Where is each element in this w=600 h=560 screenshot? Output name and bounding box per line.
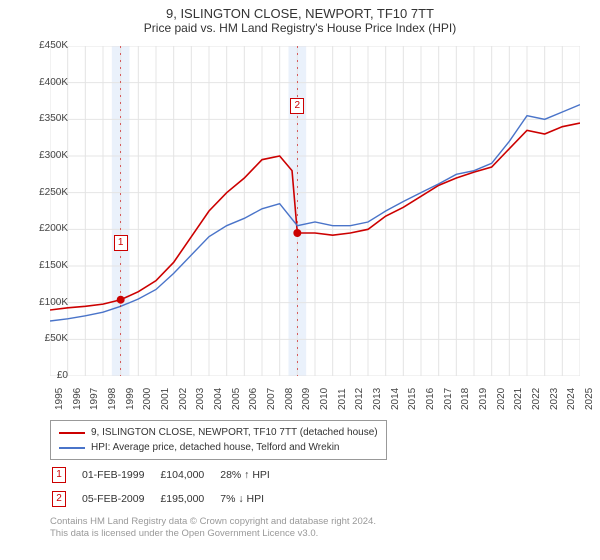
legend-item: 9, ISLINGTON CLOSE, NEWPORT, TF10 7TT (d…: [59, 425, 378, 440]
x-axis-tick-label: 2000: [142, 388, 153, 410]
x-axis-tick-label: 2013: [372, 388, 383, 410]
x-axis-tick-label: 2017: [443, 388, 454, 410]
x-axis-tick-label: 1996: [72, 388, 83, 410]
x-axis-tick-label: 2012: [354, 388, 365, 410]
txn-price: £195,000: [160, 488, 218, 510]
x-axis-tick-label: 2022: [531, 388, 542, 410]
x-axis-tick-label: 2006: [248, 388, 259, 410]
chart-marker-badge: 1: [114, 235, 128, 251]
x-axis-tick-label: 1997: [89, 388, 100, 410]
x-axis-tick-label: 2021: [513, 388, 524, 410]
txn-delta: 7% ↓ HPI: [220, 488, 284, 510]
plot-area: [50, 46, 580, 376]
legend-label: HPI: Average price, detached house, Telf…: [91, 442, 340, 453]
legend-label: 9, ISLINGTON CLOSE, NEWPORT, TF10 7TT (d…: [91, 427, 378, 438]
marker-badge: 2: [52, 491, 66, 507]
y-axis-tick-label: £50K: [28, 333, 68, 344]
y-axis-tick-label: £300K: [28, 150, 68, 161]
legend-item: HPI: Average price, detached house, Telf…: [59, 440, 378, 455]
x-axis-tick-label: 2025: [584, 388, 595, 410]
x-axis-tick-label: 2019: [478, 388, 489, 410]
x-axis-tick-label: 2010: [319, 388, 330, 410]
txn-date: 01-FEB-1999: [82, 464, 158, 486]
x-axis-tick-label: 2023: [549, 388, 560, 410]
legend-swatch: [59, 432, 85, 434]
legend: 9, ISLINGTON CLOSE, NEWPORT, TF10 7TT (d…: [50, 420, 387, 460]
x-axis-tick-label: 1999: [125, 388, 136, 410]
y-axis-tick-label: £350K: [28, 113, 68, 124]
x-axis-tick-label: 2024: [566, 388, 577, 410]
footer-attribution: Contains HM Land Registry data © Crown c…: [50, 516, 376, 541]
chart-container: 9, ISLINGTON CLOSE, NEWPORT, TF10 7TT Pr…: [0, 0, 600, 560]
x-axis-tick-label: 2009: [301, 388, 312, 410]
x-axis-tick-label: 2003: [195, 388, 206, 410]
x-axis-tick-label: 2002: [178, 388, 189, 410]
x-axis-tick-label: 2008: [284, 388, 295, 410]
x-axis-tick-label: 2020: [496, 388, 507, 410]
y-axis-tick-label: £0: [28, 370, 68, 381]
line-chart-svg: [50, 46, 580, 376]
transactions-table: 1 01-FEB-1999 £104,000 28% ↑ HPI 2 05-FE…: [50, 462, 286, 512]
x-axis-tick-label: 1995: [54, 388, 65, 410]
y-axis-tick-label: £150K: [28, 260, 68, 271]
x-axis-tick-label: 2014: [390, 388, 401, 410]
legend-swatch: [59, 447, 85, 449]
x-axis-tick-label: 2015: [407, 388, 418, 410]
txn-date: 05-FEB-2009: [82, 488, 158, 510]
chart-subtitle: Price paid vs. HM Land Registry's House …: [0, 21, 600, 39]
y-axis-tick-label: £450K: [28, 40, 68, 51]
marker-badge: 1: [52, 467, 66, 483]
table-row: 2 05-FEB-2009 £195,000 7% ↓ HPI: [52, 488, 284, 510]
x-axis-tick-label: 2001: [160, 388, 171, 410]
x-axis-tick-label: 2011: [337, 388, 348, 410]
chart-marker-badge: 2: [290, 98, 304, 114]
y-axis-tick-label: £250K: [28, 187, 68, 198]
x-axis-tick-label: 2016: [425, 388, 436, 410]
chart-title: 9, ISLINGTON CLOSE, NEWPORT, TF10 7TT: [0, 0, 600, 21]
x-axis-tick-label: 2004: [213, 388, 224, 410]
y-axis-tick-label: £400K: [28, 77, 68, 88]
y-axis-tick-label: £100K: [28, 297, 68, 308]
x-axis-tick-label: 2007: [266, 388, 277, 410]
txn-delta: 28% ↑ HPI: [220, 464, 284, 486]
y-axis-tick-label: £200K: [28, 223, 68, 234]
x-axis-tick-label: 2005: [231, 388, 242, 410]
txn-price: £104,000: [160, 464, 218, 486]
table-row: 1 01-FEB-1999 £104,000 28% ↑ HPI: [52, 464, 284, 486]
x-axis-tick-label: 1998: [107, 388, 118, 410]
footer-line: Contains HM Land Registry data © Crown c…: [50, 516, 376, 528]
footer-line: This data is licensed under the Open Gov…: [50, 528, 376, 540]
x-axis-tick-label: 2018: [460, 388, 471, 410]
